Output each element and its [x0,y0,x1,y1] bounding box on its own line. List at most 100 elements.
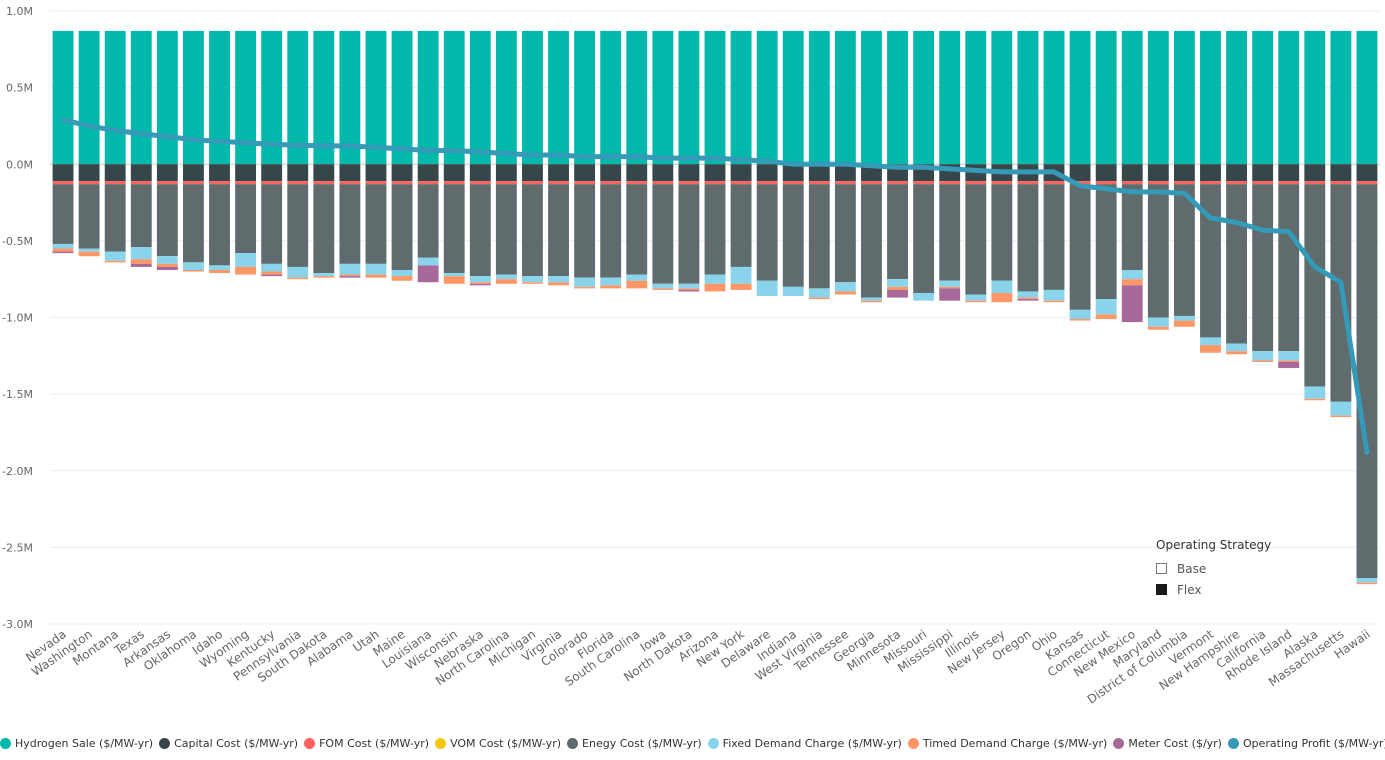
bar-segment[interactable] [1252,360,1274,362]
bar-segment[interactable] [704,184,726,275]
bar-segment[interactable] [730,164,752,182]
bar-segment[interactable] [1252,351,1274,361]
series-legend-item[interactable]: Operating Profit ($/MW-yr) [1227,737,1385,750]
bar-segment[interactable] [52,251,74,254]
bar-segment[interactable] [1121,279,1143,286]
bar-segment[interactable] [548,164,569,182]
bar-segment[interactable] [469,276,491,283]
bar-segment[interactable] [861,297,882,301]
bar-segment[interactable] [991,292,1013,303]
bar-segment[interactable] [678,164,700,182]
bar-segment[interactable] [600,181,622,185]
bar-segment[interactable] [365,30,387,165]
bar-segment[interactable] [52,30,74,165]
bar-segment[interactable] [1252,30,1274,165]
bar-segment[interactable] [1017,297,1039,300]
series-legend-item[interactable]: Fixed Demand Charge ($/MW-yr) [707,737,902,750]
bar-segment[interactable] [209,265,230,270]
bar-segment[interactable] [130,259,152,264]
bar-segment[interactable] [522,30,543,165]
bar-segment[interactable] [1330,181,1352,185]
bar-segment[interactable] [626,164,648,182]
bar-segment[interactable] [1121,285,1143,323]
bar-segment[interactable] [287,277,309,280]
bar-segment[interactable] [183,184,204,263]
bar-segment[interactable] [1278,351,1300,361]
bar-segment[interactable] [652,184,674,284]
bar-segment[interactable] [1173,181,1195,185]
bar-segment[interactable] [495,184,517,275]
bar-segment[interactable] [156,30,178,165]
bar-segment[interactable] [1147,184,1169,318]
bar-segment[interactable] [1200,181,1221,185]
bar-segment[interactable] [183,262,204,270]
bar-segment[interactable] [808,181,830,185]
bar-segment[interactable] [704,164,726,182]
bar-segment[interactable] [130,181,152,185]
bar-segment[interactable] [913,292,935,301]
bar-segment[interactable] [443,273,465,277]
bar-segment[interactable] [1200,164,1221,182]
bar-segment[interactable] [183,269,204,272]
bar-segment[interactable] [887,184,908,280]
bar-segment[interactable] [365,184,387,264]
bar-segment[interactable] [391,30,413,165]
bar-segment[interactable] [1095,30,1117,165]
bar-segment[interactable] [313,184,335,274]
bar-segment[interactable] [78,30,100,165]
bar-segment[interactable] [1121,181,1143,185]
bar-segment[interactable] [834,291,856,295]
bar-segment[interactable] [417,164,439,182]
bar-segment[interactable] [548,282,569,286]
bar-segment[interactable] [52,248,74,252]
bar-segment[interactable] [626,181,648,185]
bar-segment[interactable] [1356,578,1378,583]
bar-segment[interactable] [365,274,387,278]
bar-segment[interactable] [574,286,596,289]
bar-segment[interactable] [574,277,596,287]
bar-segment[interactable] [1278,184,1300,352]
bar-segment[interactable] [287,164,309,182]
bar-segment[interactable] [939,30,961,165]
bar-segment[interactable] [808,30,830,165]
bar-segment[interactable] [339,30,361,165]
bar-segment[interactable] [261,184,283,264]
bar-segment[interactable] [1069,164,1091,182]
bar-segment[interactable] [183,181,204,185]
bar-segment[interactable] [678,283,700,289]
bar-segment[interactable] [1304,181,1326,185]
bar-segment[interactable] [965,184,987,295]
legend-item-flex[interactable]: Flex [1156,579,1286,600]
bar-segment[interactable] [1304,164,1326,182]
bar-segment[interactable] [704,30,726,165]
bar-segment[interactable] [678,289,700,292]
series-legend-item[interactable]: Meter Cost ($/yr) [1113,737,1222,750]
bar-segment[interactable] [104,184,126,252]
bar-segment[interactable] [730,283,752,290]
bar-segment[interactable] [1356,184,1378,579]
bar-segment[interactable] [209,181,230,185]
bar-segment[interactable] [339,274,361,277]
bar-segment[interactable] [1200,345,1221,353]
bar-segment[interactable] [1095,314,1117,320]
bar-segment[interactable] [1043,289,1065,301]
bar-segment[interactable] [704,283,726,292]
bar-segment[interactable] [1278,30,1300,165]
bar-segment[interactable] [339,263,361,275]
bar-segment[interactable] [887,289,908,298]
bar-segment[interactable] [130,184,152,247]
bar-segment[interactable] [495,279,517,284]
bar-segment[interactable] [1147,164,1169,182]
bar-segment[interactable] [104,30,126,165]
bar-segment[interactable] [991,184,1013,281]
bar-segment[interactable] [52,243,74,249]
bar-segment[interactable] [834,30,856,165]
bar-segment[interactable] [887,286,908,290]
bar-segment[interactable] [1069,319,1091,321]
bar-segment[interactable] [1226,184,1247,344]
bar-segment[interactable] [391,276,413,281]
bar-segment[interactable] [469,184,491,277]
bar-segment[interactable] [548,30,569,165]
bar-segment[interactable] [1121,164,1143,182]
bar-segment[interactable] [1330,415,1352,418]
